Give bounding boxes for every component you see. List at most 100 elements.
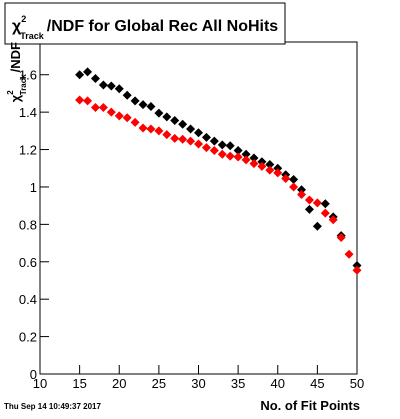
y-tick-label: 0.8 xyxy=(19,217,37,232)
marker xyxy=(178,134,188,144)
marker xyxy=(312,198,322,208)
title-sup: 2 xyxy=(21,14,26,24)
marker xyxy=(83,96,93,106)
marker xyxy=(320,208,330,218)
marker xyxy=(249,159,259,169)
title-text: /NDF for Global Rec All NoHits xyxy=(47,18,279,35)
y-tick-label: 0.4 xyxy=(19,292,37,307)
x-tick-label: 20 xyxy=(112,376,126,391)
marker xyxy=(273,168,283,178)
y-label-sub: Track xyxy=(19,74,28,95)
marker xyxy=(194,139,203,149)
chart-title: χ2 Track/NDF for Global Rec All NoHits xyxy=(12,14,278,41)
marker xyxy=(265,165,275,175)
marker xyxy=(304,195,314,205)
marker xyxy=(90,102,100,112)
y-tick-label: 0.2 xyxy=(19,330,37,345)
y-tick-label: 1 xyxy=(30,180,37,195)
marker xyxy=(289,174,299,184)
marker xyxy=(106,81,116,91)
marker xyxy=(106,107,116,117)
marker xyxy=(186,136,196,146)
marker xyxy=(186,124,196,134)
title-symbol: χ xyxy=(12,18,22,35)
y-tick-label: 1.2 xyxy=(19,143,37,158)
marker xyxy=(154,126,164,136)
marker xyxy=(138,100,148,110)
marker xyxy=(265,160,275,170)
marker xyxy=(352,265,362,275)
marker xyxy=(352,261,362,271)
marker xyxy=(225,151,235,161)
marker xyxy=(130,117,140,127)
marker xyxy=(201,143,211,153)
title-sub: Track xyxy=(20,31,45,41)
x-tick-label: 35 xyxy=(231,376,245,391)
x-tick-label: 10 xyxy=(33,376,47,391)
marker xyxy=(98,102,108,112)
marker xyxy=(194,128,203,138)
x-tick-label: 15 xyxy=(72,376,86,391)
y-label-sup: 2 xyxy=(6,90,15,95)
marker xyxy=(297,185,307,195)
marker xyxy=(178,119,188,129)
marker xyxy=(233,152,243,162)
marker xyxy=(122,113,132,123)
marker xyxy=(249,153,259,163)
marker xyxy=(122,90,132,100)
y-tick-label: 0.6 xyxy=(19,255,37,270)
marker xyxy=(201,132,211,142)
x-tick-label: 45 xyxy=(310,376,324,391)
marker xyxy=(304,204,314,214)
y-tick-label: 1.4 xyxy=(19,105,37,120)
marker xyxy=(297,189,307,199)
marker xyxy=(273,163,283,173)
marker xyxy=(241,149,251,159)
marker xyxy=(98,80,108,90)
x-axis-label: No. of Fit Points xyxy=(260,398,360,413)
marker xyxy=(170,133,180,143)
marker xyxy=(336,232,346,242)
marker xyxy=(225,141,235,151)
marker xyxy=(154,108,164,118)
marker xyxy=(162,112,172,122)
marker xyxy=(217,149,227,159)
timestamp: Thu Sep 14 10:49:37 2017 xyxy=(4,402,101,411)
y-label-symbol: χ xyxy=(8,94,23,102)
marker xyxy=(328,215,338,225)
title-box xyxy=(4,2,286,45)
marker xyxy=(162,130,172,140)
marker xyxy=(75,95,85,105)
x-tick-label: 30 xyxy=(191,376,205,391)
marker xyxy=(146,124,156,134)
marker xyxy=(130,96,140,106)
marker xyxy=(289,182,299,192)
marker xyxy=(170,116,180,126)
y-axis-label: χ2 Track/NDF xyxy=(6,42,28,102)
x-tick-label: 50 xyxy=(350,376,364,391)
y-tick-label: 1.6 xyxy=(19,68,37,83)
marker xyxy=(344,249,354,259)
marker xyxy=(209,136,219,146)
marker xyxy=(257,161,267,171)
marker xyxy=(83,67,93,77)
y-tick-label: 0 xyxy=(30,367,37,382)
marker xyxy=(114,84,124,94)
marker xyxy=(257,157,267,167)
marker xyxy=(209,145,219,155)
marker xyxy=(281,174,291,184)
x-tick-label: 40 xyxy=(271,376,285,391)
y-label-text: /NDF xyxy=(8,42,23,72)
marker xyxy=(114,111,124,121)
marker xyxy=(233,145,243,155)
marker xyxy=(320,199,330,209)
x-tick-label: 25 xyxy=(152,376,166,391)
marker xyxy=(138,123,148,133)
marker xyxy=(241,155,251,165)
marker xyxy=(75,70,85,80)
marker xyxy=(146,102,156,112)
marker xyxy=(90,73,100,83)
marker xyxy=(312,221,322,231)
